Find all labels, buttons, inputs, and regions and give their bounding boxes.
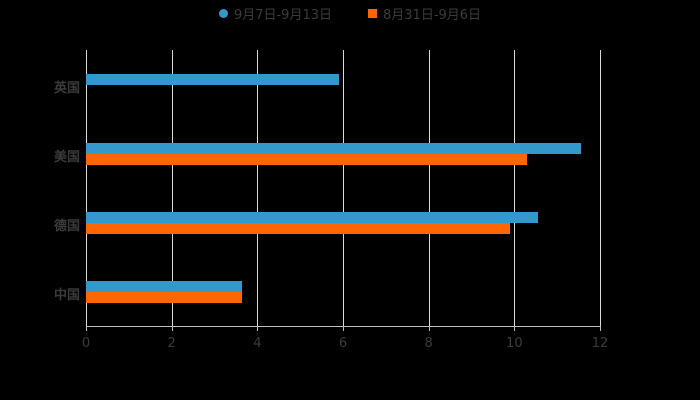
y-category-label: 英国	[53, 80, 80, 96]
bar-series-1[interactable]	[86, 73, 339, 85]
legend-item-series-2[interactable]: 8月31日-9月6日	[368, 4, 481, 23]
y-category-label: 中国	[53, 287, 80, 303]
x-tick-mark	[514, 326, 516, 331]
y-category-label: 德国	[53, 218, 80, 234]
x-tick-mark	[600, 326, 601, 331]
bar-series-1[interactable]	[86, 280, 243, 292]
bar-series-2[interactable]	[86, 153, 528, 165]
x-tick-mark	[171, 326, 173, 331]
gridline	[86, 50, 87, 326]
gridline	[343, 50, 344, 326]
bar-series-1[interactable]	[86, 142, 581, 154]
gridline	[257, 50, 259, 326]
x-tick-label: 6	[338, 336, 348, 351]
gridline	[600, 50, 601, 326]
x-tick-label: 12	[591, 336, 609, 351]
legend-swatch-icon	[218, 9, 228, 18]
plot-area	[86, 50, 601, 326]
x-tick-label: 8	[424, 336, 433, 351]
y-category-label: 美国	[53, 149, 80, 165]
gridline	[428, 50, 430, 326]
x-tick-mark	[86, 326, 87, 331]
legend-swatch-icon	[368, 9, 377, 18]
bar-series-2[interactable]	[86, 291, 243, 303]
gridline	[514, 50, 516, 326]
x-tick-label: 10	[506, 336, 523, 351]
x-tick-mark	[428, 326, 430, 331]
x-tick-mark	[343, 326, 344, 331]
x-tick-label: 0	[81, 336, 91, 351]
chart-legend: 9月7日-9月13日 8月31日-9月6日	[0, 4, 700, 23]
bar-series-2[interactable]	[86, 222, 511, 234]
legend-label: 8月31日-9月6日	[383, 8, 482, 23]
bar-series-1[interactable]	[86, 211, 538, 223]
x-tick-mark	[257, 326, 259, 331]
gridline	[171, 50, 173, 326]
x-tick-label: 2	[167, 336, 176, 351]
legend-label: 9月7日-9月13日	[233, 8, 332, 23]
legend-item-series-1[interactable]: 9月7日-9月13日	[218, 4, 332, 23]
x-tick-label: 4	[253, 336, 262, 351]
